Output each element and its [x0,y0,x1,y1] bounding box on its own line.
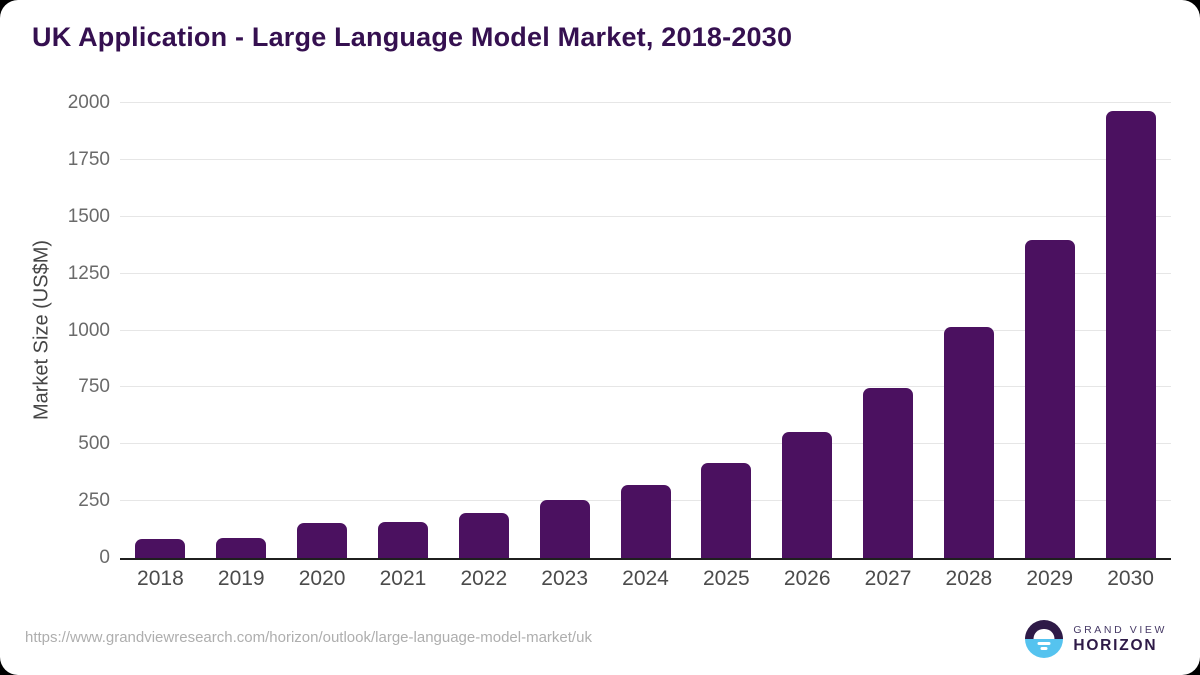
brand-name-bottom: HORIZON [1073,636,1158,654]
gridline-2000 [120,102,1171,103]
x-tick-label-2024: 2024 [622,567,669,590]
bar-2022 [458,513,509,558]
bar-2030 [1105,110,1156,558]
x-tick-label-2029: 2029 [1026,567,1074,590]
bar-2029 [1024,239,1075,558]
bar-2019 [216,537,267,558]
bar-2020 [297,523,348,558]
x-tick-label-2028: 2028 [945,567,993,590]
plot-area [120,102,1171,560]
gridline-750 [120,386,1171,388]
sunrise-horizon-icon [1025,620,1064,658]
x-tick-label-2020: 2020 [298,567,346,590]
brand-logo: GRAND VIEW HORIZON [1025,620,1167,658]
reflection-bar-2 [1040,647,1048,650]
bar-2028 [943,327,994,558]
x-tick-label-2019: 2019 [217,567,265,590]
sun-dome-shape [1033,628,1055,639]
bar-2026 [782,431,833,558]
y-tick-label-2000: 2000 [67,92,110,113]
x-axis-tick-labels: 2018 2019 2020 2021 2022 2023 2024 2025 2026 2027… [120,567,1171,593]
x-tick-label-2025: 2025 [702,567,750,590]
bar-2024 [620,484,671,558]
y-tick-label-0: 0 [99,547,110,568]
y-tick-label-500: 500 [78,433,110,455]
x-tick-label-2030: 2030 [1107,567,1154,590]
y-tick-label-1750: 1750 [67,148,110,170]
brand-name-top: GRAND VIEW [1073,623,1167,636]
bar-2018 [135,539,186,558]
y-axis-tick-labels: 0 250 500 750 1000 1250 1500 1750 2000 [0,92,110,568]
gridline-1500 [120,215,1171,217]
x-tick-label-2021: 2021 [379,567,427,590]
bar-2027 [863,388,914,558]
bar-2023 [539,500,590,558]
reflection-bar-1 [1037,641,1051,645]
bar-2025 [701,462,752,558]
bar-2021 [377,522,428,558]
y-tick-label-750: 750 [78,376,110,398]
y-tick-label-250: 250 [78,490,110,512]
x-tick-label-2027: 2027 [864,567,912,590]
gridline-1000 [120,329,1171,331]
y-tick-label-1000: 1000 [67,319,110,341]
brand-text: GRAND VIEW HORIZON [1073,624,1167,655]
gridline-500 [120,443,1171,445]
x-tick-label-2026: 2026 [783,567,831,590]
gridline-1750 [120,158,1171,160]
y-tick-label-1250: 1250 [67,262,110,284]
x-tick-label-2023: 2023 [541,567,589,590]
chart-title: UK Application - Large Language Model Ma… [32,22,793,52]
x-tick-label-2018: 2018 [137,567,184,590]
x-tick-label-2022: 2022 [460,567,508,590]
source-url: https://www.grandviewresearch.com/horizo… [25,629,592,646]
gridline-1250 [120,272,1171,274]
y-tick-label-1500: 1500 [67,205,110,227]
